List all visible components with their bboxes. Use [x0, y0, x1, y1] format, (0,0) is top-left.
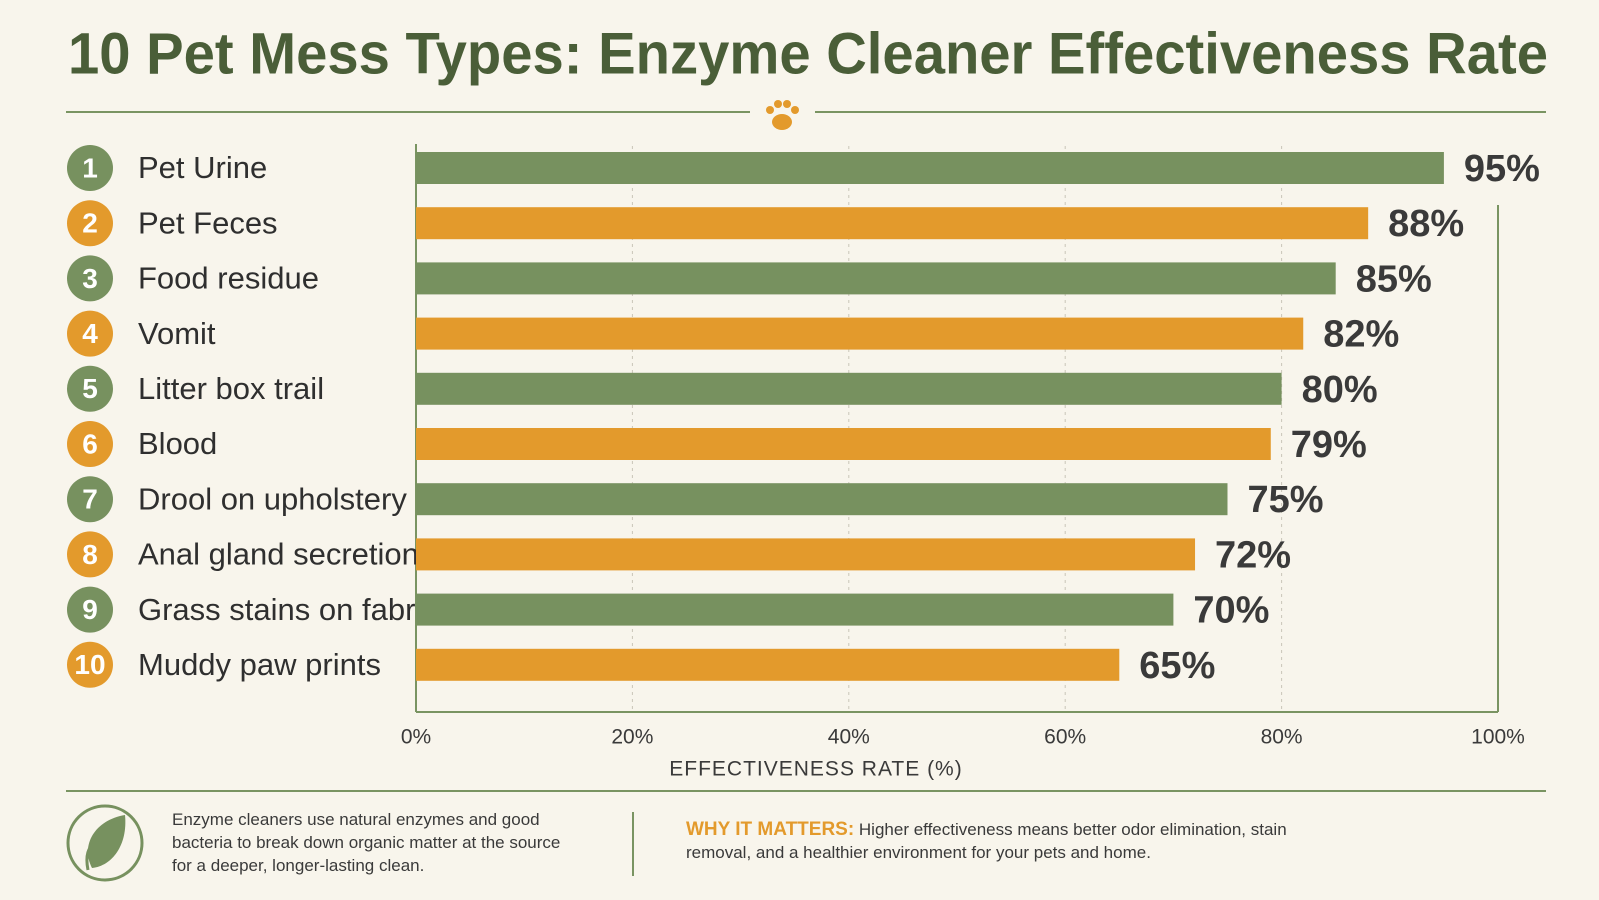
- x-tick-label: 20%: [611, 726, 653, 749]
- category-label: Food residue: [138, 261, 319, 296]
- value-label: 75%: [1248, 479, 1324, 521]
- value-label: 85%: [1356, 258, 1432, 300]
- bar: [416, 262, 1336, 295]
- rank-badge: [67, 476, 113, 523]
- callout-text: Higher effectiveness means better odor e…: [686, 820, 1287, 862]
- rank-badge: [67, 310, 113, 357]
- rank-number: 3: [82, 263, 98, 294]
- paw-icon: [766, 100, 799, 130]
- value-label: 65%: [1139, 645, 1215, 687]
- category-label: Pet Urine: [138, 150, 267, 185]
- bar: [416, 648, 1120, 681]
- category-label: Litter box trail: [138, 371, 324, 406]
- footer-callout: WHY IT MATTERS: Higher effectiveness mea…: [686, 818, 1346, 864]
- x-tick-label: 0%: [401, 726, 431, 749]
- category-label: Drool on upholstery: [138, 481, 407, 516]
- footer-note: Enzyme cleaners use natural enzymes and …: [172, 810, 561, 875]
- category-label: Vomit: [138, 316, 216, 351]
- category-label: Blood: [138, 426, 217, 461]
- rank-badge: [67, 641, 113, 688]
- bar: [416, 483, 1228, 516]
- rank-badge: [67, 255, 113, 302]
- value-label: 72%: [1215, 534, 1291, 576]
- leaf-icon: [66, 804, 144, 882]
- rank-badge: [67, 200, 113, 247]
- value-label: 79%: [1291, 424, 1367, 466]
- rank-badge: [67, 531, 113, 578]
- bar: [416, 593, 1174, 626]
- value-label: 95%: [1464, 148, 1540, 190]
- chart-title: 10 Pet Mess Types: Enzyme Cleaner Effect…: [68, 21, 1548, 86]
- category-label: Muddy paw prints: [138, 647, 381, 682]
- rank-number: 8: [82, 539, 98, 570]
- rank-badge: [67, 145, 113, 191]
- rank-number: 4: [82, 318, 98, 349]
- callout-heading: WHY IT MATTERS:: [686, 819, 855, 840]
- rank-number: 5: [82, 373, 98, 404]
- rank-number: 9: [82, 594, 98, 625]
- x-tick-label: 80%: [1261, 726, 1303, 749]
- category-label: Anal gland secretions: [138, 537, 434, 572]
- bar: [416, 207, 1369, 240]
- x-tick-label: 60%: [1044, 726, 1086, 749]
- value-label: 80%: [1302, 369, 1378, 411]
- bar: [416, 428, 1271, 460]
- bar: [416, 538, 1196, 571]
- value-label: 82%: [1323, 314, 1399, 356]
- x-tick-label: 100%: [1471, 726, 1525, 749]
- x-axis-title: EFFECTIVENESS RATE (%): [669, 758, 962, 781]
- rank-number: 1: [82, 152, 98, 183]
- rank-number: 7: [82, 484, 98, 515]
- rank-badge: [67, 365, 113, 412]
- category-label: Grass stains on fabric: [138, 592, 438, 627]
- rank-number: 2: [82, 208, 98, 239]
- category-label: Pet Feces: [138, 205, 278, 240]
- bar: [416, 152, 1444, 184]
- rank-number: 6: [82, 428, 98, 459]
- rank-badge: [67, 421, 113, 467]
- bar: [416, 372, 1282, 405]
- value-label: 70%: [1193, 590, 1269, 632]
- value-label: 88%: [1388, 203, 1464, 245]
- x-tick-label: 40%: [828, 726, 870, 749]
- rank-number: 10: [74, 649, 105, 680]
- bar: [416, 317, 1304, 350]
- rank-badge: [67, 586, 113, 633]
